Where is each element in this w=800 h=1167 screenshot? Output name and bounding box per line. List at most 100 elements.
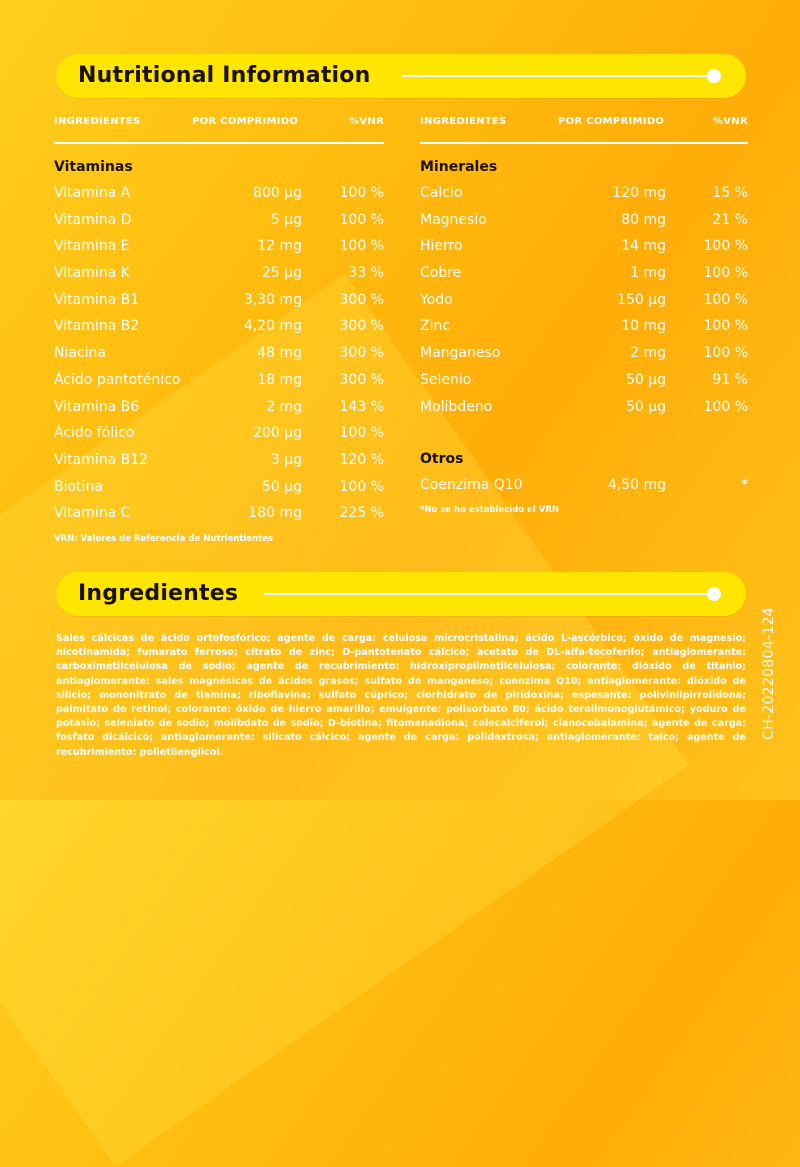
nutrient-amount: 180 mg — [248, 505, 302, 522]
nutrient-row: Vitamina A 800 µg 100 % — [54, 180, 384, 207]
nutrient-vnr: 100 % — [339, 238, 384, 255]
ingredients-banner: Ingredientes — [56, 572, 746, 616]
nutrient-row: Magnesio 80 mg 21 % — [420, 207, 748, 234]
nutrient-vnr: 100 % — [703, 291, 748, 308]
nutrient-name: Selenio — [420, 371, 472, 388]
nutrient-row: Selenio 50 µg 91 % — [420, 367, 748, 394]
nutrient-row: Vitamina B12 3 µg 120 % — [54, 447, 384, 474]
nutrient-name: Vitamina C — [54, 505, 131, 522]
nutrient-amount: 48 mg — [257, 345, 302, 362]
nutrient-vnr: 300 % — [339, 291, 384, 308]
banner-dot — [707, 69, 721, 83]
nutrient-vnr: 91 % — [712, 371, 748, 388]
nutrient-name: Ácido pantoténico — [54, 371, 181, 388]
nutrient-name: Niacina — [54, 345, 106, 362]
nutrient-amount: 80 mg — [621, 211, 666, 228]
nutrient-row: Vitamina D 5 µg 100 % — [54, 207, 384, 234]
nutrient-amount: 150 µg — [617, 291, 666, 308]
nutrient-row: Manganeso 2 mg 100 % — [420, 340, 748, 367]
nutrient-row: Zinc 10 mg 100 % — [420, 313, 748, 340]
nutrient-row: Vitamina B1 3,30 mg 300 % — [54, 287, 384, 314]
vitamins-column: INGREDIENTES POR COMPRIMIDO %VNR Vitamin… — [54, 116, 384, 527]
nutrient-name: Vitamina K — [54, 265, 130, 282]
nutrient-row: Vitamina C 180 mg 225 % — [54, 500, 384, 527]
nutrient-vnr: 120 % — [339, 451, 384, 468]
nutrient-name: Vitamina A — [54, 185, 131, 201]
nutrient-amount: 4,50 mg — [607, 477, 666, 494]
asterisk-note: *No se ha establecido el VRN — [420, 504, 559, 515]
nutrient-vnr: 100 % — [339, 211, 384, 228]
section-others: Otros — [420, 451, 464, 468]
nutrient-vnr: 300 % — [339, 371, 384, 388]
nutrient-name: Vitamina E — [54, 238, 130, 255]
nutrient-row: Hierro 14 mg 100 % — [420, 233, 748, 260]
vrn-note: VRN: Valores de Referencia de Nutrientie… — [54, 534, 274, 544]
nutrient-vnr: 100 % — [703, 345, 748, 362]
nutrient-row: Coenzima Q10 4,50 mg * — [420, 472, 748, 499]
nutrient-vnr: 300 % — [339, 345, 384, 362]
nutrient-name: Biotina — [54, 478, 103, 495]
banner-dot — [707, 587, 721, 601]
nutrient-amount: 3,30 mg — [243, 291, 302, 308]
nutrient-amount: 4,20 mg — [243, 318, 302, 335]
nutrient-row: Yodo 150 µg 100 % — [420, 287, 748, 314]
nutrient-row: Ácido fólico 200 µg 100 % — [54, 420, 384, 447]
nutrient-name: Ácido fólico — [54, 425, 135, 442]
nutrient-row: Vitamina E 12 mg 100 % — [54, 233, 384, 260]
nutrient-name: Vitamina B2 — [54, 318, 140, 335]
banner-line — [402, 75, 712, 77]
nutrient-vnr: 143 % — [339, 398, 384, 415]
nutrient-vnr: * — [741, 477, 748, 494]
nutrient-name: Coenzima Q10 — [420, 477, 523, 494]
nutrient-amount: 800 µg — [253, 185, 302, 201]
nutrient-name: Vitamina B1 — [54, 291, 140, 308]
nutrient-amount: 10 mg — [621, 318, 666, 335]
nutrient-row: Cobre 1 mg 100 % — [420, 260, 748, 287]
nutrient-amount: 50 µg — [625, 371, 666, 388]
nutrient-name: Vitamina B6 — [54, 398, 140, 415]
nutrient-row: Vitamina B6 2 mg 143 % — [54, 394, 384, 421]
header-ingredient: INGREDIENTES — [420, 116, 507, 127]
nutrient-row: Ácido pantoténico 18 mg 300 % — [54, 367, 384, 394]
nutrient-vnr: 225 % — [339, 505, 384, 522]
nutrient-vnr: 100 % — [703, 238, 748, 255]
nutrient-amount: 18 mg — [257, 371, 302, 388]
section-vitamins: Vitaminas — [54, 159, 133, 175]
header-ingredient: INGREDIENTES — [54, 116, 141, 127]
nutrition-banner: Nutritional Information — [56, 54, 746, 98]
nutrient-row: Calcio 120 mg 15 % — [420, 180, 748, 207]
header-per-tablet: POR COMPRIMIDO — [558, 116, 665, 127]
nutrient-amount: 200 µg — [253, 425, 302, 442]
nutrient-vnr: 15 % — [712, 185, 748, 201]
nutrient-name: Hierro — [420, 238, 463, 255]
nutrient-amount: 1 mg — [630, 265, 666, 282]
nutrient-amount: 120 mg — [612, 185, 666, 201]
nutrient-amount: 3 µg — [270, 451, 302, 468]
nutrient-name: Yodo — [420, 291, 453, 308]
nutrient-name: Molibdeno — [420, 398, 493, 415]
product-code: CH-20220804-124 — [761, 607, 777, 740]
nutrient-amount: 2 mg — [266, 398, 302, 415]
nutrient-vnr: 100 % — [703, 318, 748, 335]
nutrient-row: Biotina 50 µg 100 % — [54, 474, 384, 501]
nutrient-name: Manganeso — [420, 345, 501, 362]
nutrient-amount: 50 µg — [261, 478, 302, 495]
nutrient-row: Molibdeno 50 µg 100 % — [420, 394, 748, 421]
nutrient-amount: 12 mg — [257, 238, 302, 255]
nutrient-row: Vitamina K 25 µg 33 % — [54, 260, 384, 287]
nutrient-amount: 5 µg — [270, 211, 302, 228]
minerals-column: INGREDIENTES POR COMPRIMIDO %VNR Mineral… — [420, 116, 748, 515]
nutrient-vnr: 100 % — [339, 425, 384, 442]
ingredients-title: Ingredientes — [78, 581, 239, 606]
nutrient-name: Cobre — [420, 265, 462, 282]
header-divider — [54, 142, 384, 144]
nutrient-vnr: 21 % — [712, 211, 748, 228]
banner-line — [264, 593, 712, 595]
nutrient-name: Magnesio — [420, 211, 487, 228]
header-divider — [420, 142, 748, 144]
nutrient-vnr: 33 % — [348, 265, 384, 282]
ingredients-text: Sales cálcicas de ácido ortofosfórico; a… — [56, 633, 746, 758]
nutrient-row: Vitamina B2 4,20 mg 300 % — [54, 313, 384, 340]
nutrient-vnr: 100 % — [339, 185, 384, 201]
nutrient-vnr: 100 % — [703, 265, 748, 282]
